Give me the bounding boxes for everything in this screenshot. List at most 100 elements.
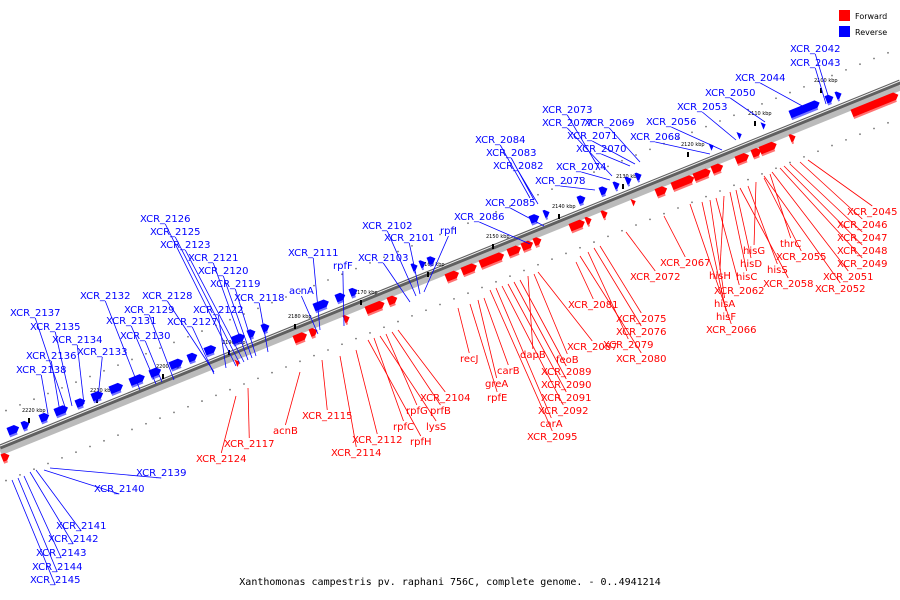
- forward-gene-arrow: [734, 153, 749, 167]
- forward-leader-line: [457, 307, 470, 354]
- forward-gene-arrow: [0, 452, 10, 464]
- reverse-gene-arrow-shade: [739, 139, 741, 142]
- reverse-gene-arrow-body: [426, 256, 436, 266]
- reverse-gene-arrow-body: [624, 176, 632, 185]
- forward-gene-arrow: [670, 175, 695, 192]
- reverse-gene-label: XCR_2068: [630, 132, 681, 143]
- reverse-gene-arrow-body: [760, 122, 766, 130]
- reverse-gene-label: XCR_2132: [80, 291, 131, 302]
- forward-gene-arrow-shade: [603, 217, 607, 221]
- forward-gene-arrow-body: [532, 237, 542, 247]
- reverse-leader-line: [222, 275, 253, 359]
- reverse-gene-arrow: [312, 299, 329, 314]
- forward-gene-arrow-shade: [237, 366, 239, 369]
- reverse-leader-line: [54, 331, 73, 407]
- reverse-gene-arrow: [542, 209, 550, 220]
- reverse-gene-arrow: [168, 358, 183, 372]
- forward-gene-label: carB: [497, 366, 520, 377]
- scale-dot: [327, 279, 329, 281]
- scale-dot: [397, 320, 399, 323]
- forward-gene-label: hisS: [767, 265, 788, 276]
- scale-dot: [355, 267, 357, 270]
- reverse-gene-arrow-body: [312, 299, 329, 312]
- forward-gene-label: rpfH: [410, 437, 432, 448]
- forward-leader-line: [385, 333, 418, 406]
- forward-gene-label: XCR_2095: [527, 432, 578, 443]
- scale-dot: [271, 371, 273, 374]
- forward-gene-arrow-shade: [853, 99, 897, 119]
- reverse-leader-line: [408, 242, 421, 295]
- reverse-gene-arrow-body: [334, 292, 346, 303]
- reverse-gene-arrow-shade: [131, 381, 144, 388]
- reverse-gene-arrow: [348, 287, 358, 299]
- forward-gene-arrow-shade: [791, 141, 795, 145]
- forward-leader-line: [579, 255, 642, 354]
- reverse-gene-arrow-body: [168, 358, 183, 370]
- reverse-gene-label: XCR_2137: [10, 308, 61, 319]
- forward-leader-line: [495, 287, 552, 419]
- forward-gene-arrow: [758, 141, 777, 157]
- reverse-gene-label: XCR_2128: [142, 291, 193, 302]
- forward-gene-arrow-shade: [311, 335, 316, 339]
- scale-dot: [47, 462, 49, 465]
- reverse-gene-label: XCR_2071: [567, 131, 618, 142]
- scale-dot: [817, 150, 819, 153]
- scale-dot: [201, 330, 203, 332]
- reverse-leader-line: [191, 326, 215, 375]
- reverse-gene-arrow-body: [542, 209, 550, 219]
- scale-dot: [159, 417, 161, 420]
- scale-dot: [383, 256, 385, 259]
- forward-gene-arrow-shade: [523, 247, 532, 253]
- scale-dot: [873, 127, 875, 130]
- forward-gene-label: XCR_2051: [823, 272, 874, 283]
- scale-dot: [117, 364, 119, 367]
- reverse-gene-arrow-shade: [711, 150, 713, 153]
- forward-gene-label: dapB: [520, 350, 546, 361]
- scale-dot: [593, 171, 595, 173]
- forward-gene-arrow-body: [584, 216, 592, 226]
- scale-tick-label: 2130 kbp: [616, 174, 640, 180]
- forward-gene-arrow-shade: [737, 160, 748, 167]
- scale-tick-label: 2180 kbp: [288, 314, 312, 320]
- scale-dot: [229, 318, 231, 321]
- reverse-gene-arrow-body: [128, 374, 145, 386]
- forward-gene-label: XCR_2080: [616, 354, 667, 365]
- forward-gene-arrow-body: [364, 300, 385, 315]
- reverse-gene-arrow: [186, 352, 198, 365]
- forward-gene-arrow: [850, 92, 899, 119]
- forward-gene-arrow-shade: [695, 175, 710, 184]
- legend-reverse-swatch: [839, 26, 850, 37]
- scale-dot: [145, 422, 147, 425]
- forward-gene-label: XCR_2048: [837, 246, 888, 257]
- forward-gene-arrow-body: [460, 263, 477, 276]
- scale-dot: [551, 188, 553, 191]
- reverse-leader-line: [166, 300, 215, 373]
- scale-tick-mark: [28, 418, 30, 423]
- reverse-leader-line: [301, 295, 319, 335]
- reverse-gene-arrow-shade: [763, 129, 765, 132]
- forward-leader-line: [379, 335, 437, 422]
- scale-dot: [495, 210, 497, 213]
- reverse-leader-line: [581, 171, 611, 181]
- reverse-leader-line: [814, 67, 827, 105]
- reverse-gene-arrow-body: [90, 390, 104, 402]
- forward-gene-arrow: [710, 163, 724, 176]
- scale-dot: [831, 74, 833, 77]
- forward-gene-label: XCR_2092: [538, 406, 589, 417]
- forward-gene-label: recJ: [460, 354, 479, 365]
- reverse-gene-arrow-body: [788, 100, 820, 119]
- reverse-gene-arrow-shade: [827, 102, 832, 106]
- reverse-gene-label: XCR_2077: [542, 118, 593, 129]
- scale-dot: [691, 201, 693, 204]
- axis-highlight: [0, 80, 900, 447]
- reverse-leader-line: [217, 314, 227, 369]
- forward-gene-label: XCR_2114: [331, 448, 382, 459]
- scale-dot: [887, 121, 889, 124]
- forward-leader-line: [735, 189, 752, 259]
- figure-caption: Xanthomonas campestris pv. raphani 756C,…: [239, 577, 661, 588]
- scale-dot: [257, 377, 259, 380]
- scale-dot: [61, 456, 63, 459]
- forward-gene-label: XCR_2090: [541, 380, 592, 391]
- reverse-leader-line: [423, 235, 449, 293]
- scale-dot: [257, 307, 259, 310]
